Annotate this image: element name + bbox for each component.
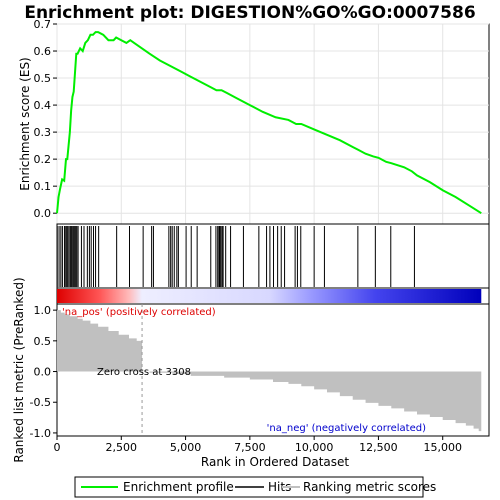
hits-panel <box>56 223 490 289</box>
chart-title: Enrichment plot: DIGESTION%GO%GO:0007586 <box>24 3 475 23</box>
x-tick-label-6: 15,000 <box>423 441 462 454</box>
positive-label: 'na_pos' (positively correlated) <box>62 307 216 318</box>
metric-series-group <box>57 310 482 433</box>
x-ticks: 0 2,500 5,000 7,500 10,000 12,500 15,000 <box>54 436 462 454</box>
x-tick-label-2: 5,000 <box>170 441 202 454</box>
x-tick-label-3: 7,500 <box>234 441 266 454</box>
es-panel: 0.0 0.1 0.2 0.3 0.4 0.5 0.6 0.7 Enrichment scor… <box>18 18 490 225</box>
es-plot-frame <box>56 23 490 225</box>
hit-lines <box>56 226 415 287</box>
x-tick-label-0: 0 <box>54 441 61 454</box>
x-tick-label-1: 2,500 <box>106 441 138 454</box>
es-y-tick-label-0: 0.0 <box>34 207 52 220</box>
metric-y-tick-label-3: 0.5 <box>34 335 52 348</box>
es-y-tick-label-3: 0.3 <box>34 126 52 139</box>
x-axis-label: Rank in Ordered Dataset <box>201 455 349 469</box>
hits-frame <box>56 223 490 289</box>
es-y-tick-label-5: 0.5 <box>34 72 52 85</box>
negative-label: 'na_neg' (negatively correlated) <box>267 423 426 434</box>
metric-y-tick-label-4: 1.0 <box>34 304 52 317</box>
x-tick-label-4: 10,000 <box>295 441 334 454</box>
es-y-tick-label-1: 0.1 <box>34 180 52 193</box>
metric-y-tick-label-0: -1.0 <box>30 427 51 440</box>
es-y-tick-label-2: 0.2 <box>34 153 52 166</box>
zero-cross-label: Zero cross at 3308 <box>97 367 191 378</box>
x-tick-label-5: 12,500 <box>359 441 398 454</box>
metric-y-axis-label: Ranked list metric (PreRanked) <box>12 277 26 462</box>
es-y-tick-label-6: 0.6 <box>34 45 52 58</box>
es-y-axis-label: Enrichment score (ES) <box>18 57 32 190</box>
es-line <box>56 31 482 215</box>
legend-enrichment-label: Enrichment profile <box>123 480 234 494</box>
es-grid <box>56 23 489 224</box>
es-y-tick-label-4: 0.4 <box>34 99 52 112</box>
metric-y-ticks: -1.0 -0.5 0.0 0.5 1.0 <box>30 304 57 440</box>
legend: Enrichment profile Hits Ranking metric s… <box>74 476 436 498</box>
metric-y-tick-label-1: -0.5 <box>30 396 51 409</box>
legend-hits-label: Hits <box>268 480 291 494</box>
metric-y-tick-label-2: 0.0 <box>34 366 52 379</box>
metric-panel: -1.0 -0.5 0.0 0.5 1.0 Zero cross at 3308 'na… <box>12 277 490 463</box>
metric-area <box>57 310 482 433</box>
es-series-group <box>56 31 482 215</box>
es-y-ticks: 0.0 0.1 0.2 0.3 0.4 0.5 0.6 0.7 <box>34 18 57 220</box>
ranking-color-bar <box>56 287 490 305</box>
es-y-tick-label-7: 0.7 <box>34 18 52 31</box>
legend-ranking-label: Ranking metric scores <box>303 480 436 494</box>
rank-bar-fill <box>57 289 482 303</box>
